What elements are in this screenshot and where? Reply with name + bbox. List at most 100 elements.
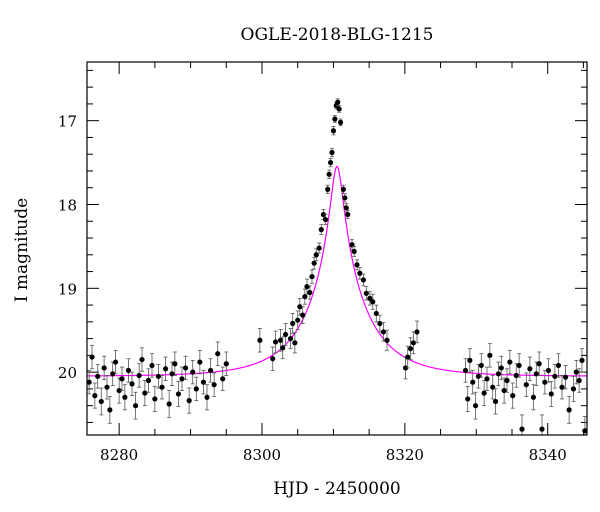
data-point xyxy=(542,379,548,385)
data-point xyxy=(129,381,135,387)
x-tick-label: 8320 xyxy=(386,446,424,464)
x-axis-label: HJD - 2450000 xyxy=(273,479,401,499)
data-point xyxy=(327,159,334,166)
data-point xyxy=(510,393,516,399)
data-point xyxy=(492,398,499,405)
data-point xyxy=(119,376,125,382)
data-point xyxy=(343,205,349,211)
data-point xyxy=(472,403,479,409)
data-point xyxy=(197,359,203,365)
data-point xyxy=(211,382,217,388)
data-point xyxy=(498,365,504,371)
data-point xyxy=(155,373,162,379)
data-point xyxy=(309,273,315,280)
data-point xyxy=(190,369,196,375)
data-point xyxy=(270,356,276,362)
data-point xyxy=(495,371,502,377)
data-point xyxy=(280,345,286,351)
data-point xyxy=(149,362,155,369)
data-point xyxy=(136,372,142,379)
data-point xyxy=(384,337,390,343)
chart-title: OGLE-2018-BLG-1215 xyxy=(241,25,434,45)
data-point xyxy=(322,216,329,223)
data-point xyxy=(516,362,522,369)
data-point xyxy=(582,428,587,434)
data-point xyxy=(287,336,294,342)
data-point xyxy=(467,357,473,363)
data-point xyxy=(95,373,101,379)
data-point xyxy=(166,401,172,407)
data-point xyxy=(335,99,341,105)
data-point xyxy=(172,361,178,367)
data-point xyxy=(304,284,310,290)
data-point xyxy=(530,394,537,400)
data-point xyxy=(373,310,379,317)
data-point xyxy=(330,128,337,134)
data-point xyxy=(377,320,383,327)
data-point xyxy=(292,340,298,346)
data-point xyxy=(101,365,107,371)
data-point xyxy=(523,382,529,388)
data-point xyxy=(380,329,387,335)
y-axis-label: I magnitude xyxy=(12,198,32,302)
data-point xyxy=(336,106,342,112)
data-point xyxy=(162,366,169,372)
x-tick-label: 8280 xyxy=(100,446,138,464)
data-point xyxy=(342,195,348,201)
data-point xyxy=(360,277,367,283)
data-point xyxy=(107,407,113,413)
data-point xyxy=(215,351,221,357)
model-curve xyxy=(87,165,587,377)
data-point xyxy=(116,387,122,394)
data-point xyxy=(357,270,363,276)
data-point xyxy=(89,354,95,360)
data-point xyxy=(507,359,513,365)
data-point xyxy=(122,394,128,400)
data-point xyxy=(200,379,207,385)
data-point xyxy=(410,340,417,346)
data-point xyxy=(159,384,165,390)
data-point xyxy=(307,289,313,296)
axis-ticks: 8280 8300 8320 8340 17 18 19 20 xyxy=(58,62,587,464)
data-point xyxy=(475,373,482,379)
data-point xyxy=(481,390,487,396)
data-point xyxy=(332,116,338,122)
data-point xyxy=(484,376,490,382)
data-point xyxy=(326,171,332,177)
data-point xyxy=(576,377,582,384)
data-point xyxy=(92,393,98,399)
data-point xyxy=(125,367,132,374)
data-point xyxy=(559,384,565,390)
data-point xyxy=(193,386,199,392)
data-point xyxy=(566,407,572,413)
data-points-layer xyxy=(87,98,587,435)
data-point xyxy=(290,320,296,327)
data-point xyxy=(186,398,192,404)
data-point xyxy=(110,371,116,377)
data-point xyxy=(295,317,301,323)
data-point xyxy=(98,398,104,405)
data-point xyxy=(405,354,411,360)
data-point xyxy=(478,362,484,369)
data-point xyxy=(536,361,542,367)
data-point xyxy=(579,357,585,363)
plot-frame xyxy=(86,61,588,436)
data-point xyxy=(139,356,145,363)
data-point xyxy=(402,365,409,371)
data-point xyxy=(552,373,558,379)
data-point xyxy=(311,260,317,266)
x-tick-label: 8340 xyxy=(529,446,567,464)
data-point xyxy=(340,186,347,193)
data-point xyxy=(272,339,279,345)
data-point xyxy=(573,369,579,375)
y-tick-label: 20 xyxy=(58,364,77,382)
data-point xyxy=(204,394,210,400)
y-tick-label: 17 xyxy=(58,113,77,131)
data-point xyxy=(175,391,182,397)
data-point xyxy=(370,299,376,305)
data-point xyxy=(112,359,119,365)
data-point xyxy=(555,362,562,369)
data-point xyxy=(142,390,148,396)
x-tick-label: 8300 xyxy=(243,446,281,464)
